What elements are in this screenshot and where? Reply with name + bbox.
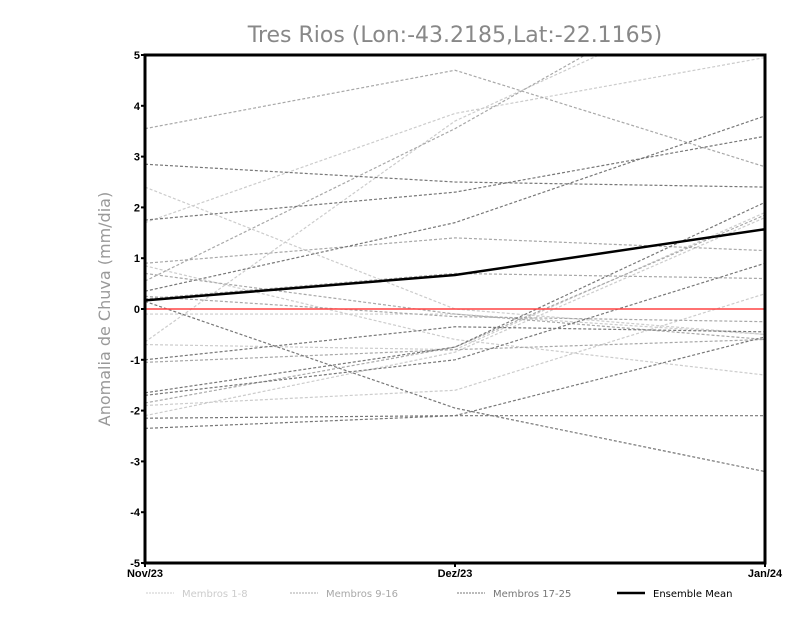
y-tick-label: 5 bbox=[134, 50, 140, 62]
member-line-group1-4 bbox=[145, 265, 765, 376]
member-line-group2-3 bbox=[145, 237, 765, 264]
x-ticks: Nov/23 Dez/23 Jan/24 bbox=[127, 563, 783, 580]
x-tick-label: Dez/23 bbox=[438, 568, 473, 580]
member-line-group2-8 bbox=[145, 338, 765, 363]
member-line-group3-6 bbox=[145, 201, 765, 394]
legend-item-1: Membros 1-8 bbox=[146, 589, 248, 600]
member-line-group3-2 bbox=[145, 135, 765, 221]
y-tick-label: -1 bbox=[130, 355, 140, 367]
member-line-group1-7 bbox=[145, 293, 765, 407]
member-line-group3-9 bbox=[145, 336, 765, 429]
legend-item-2: Membros 9-16 bbox=[290, 589, 398, 600]
member-line-group2-2 bbox=[145, 55, 587, 282]
y-tick-label: -3 bbox=[130, 456, 140, 468]
y-tick-label: 3 bbox=[134, 152, 140, 164]
ensemble-mean-line bbox=[144, 228, 766, 302]
legend-label: Membros 17-25 bbox=[493, 589, 571, 600]
y-tick-label: 0 bbox=[134, 304, 140, 316]
member-line-group1-6 bbox=[145, 211, 765, 351]
member-line-group2-4 bbox=[145, 272, 765, 341]
y-tick-label: -4 bbox=[130, 507, 141, 519]
member-line-group2-7 bbox=[145, 295, 765, 323]
y-axis-label: Anomalia de Chuva (mm/dia) bbox=[95, 192, 114, 426]
member-line-group1-3 bbox=[145, 55, 601, 343]
member-line-group3-3 bbox=[145, 115, 765, 292]
y-ticks: 5 4 3 2 1 0 -1 -2 -3 -4 -5 bbox=[130, 50, 145, 570]
member-line-group1-2 bbox=[145, 56, 765, 224]
legend-label: Ensemble Mean bbox=[653, 589, 732, 600]
y-tick-label: -2 bbox=[130, 406, 140, 418]
legend-item-4: Ensemble Mean bbox=[617, 589, 732, 600]
y-tick-label: 1 bbox=[134, 253, 140, 265]
y-tick-label: -5 bbox=[130, 558, 140, 570]
x-tick-label: Nov/23 bbox=[127, 568, 163, 580]
member-line-group3-7 bbox=[145, 262, 765, 396]
member-line-group3-1 bbox=[145, 163, 765, 188]
legend: Membros 1-8 Membros 9-16 Membros 17-25 Ense… bbox=[146, 589, 732, 600]
legend-label: Membros 9-16 bbox=[326, 589, 398, 600]
member-line-group3-4 bbox=[145, 300, 765, 473]
member-line-group2-5 bbox=[145, 272, 765, 300]
member-line-group2-1 bbox=[145, 69, 765, 168]
legend-item-3: Membros 17-25 bbox=[457, 589, 571, 600]
member-line-group3-5 bbox=[145, 326, 765, 361]
y-tick-label: 4 bbox=[134, 101, 141, 113]
member-lines bbox=[145, 55, 765, 473]
member-line-group1-8 bbox=[145, 217, 765, 417]
legend-label: Membros 1-8 bbox=[182, 589, 248, 600]
chart-title: Tres Rios (Lon:-43.2185,Lat:-22.1165) bbox=[247, 23, 663, 48]
y-tick-label: 2 bbox=[134, 202, 140, 214]
x-tick-label: Jan/24 bbox=[748, 568, 783, 580]
member-line-group1-1 bbox=[145, 186, 765, 335]
